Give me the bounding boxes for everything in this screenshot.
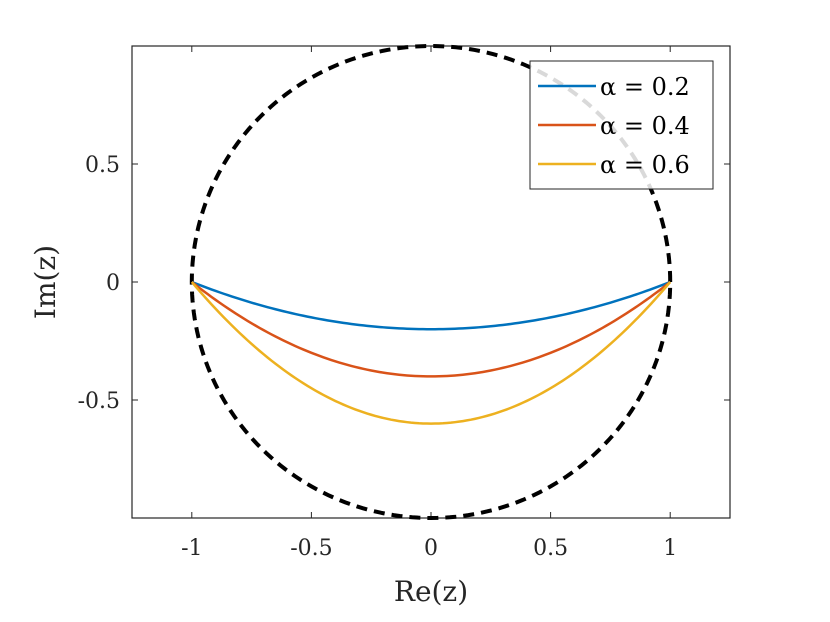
x-axis-label: Re(z) (394, 575, 468, 608)
legend: α = 0.2 α = 0.4 α = 0.6 (529, 60, 714, 190)
axis-ticks (132, 46, 730, 518)
x-tick-label: 0.5 (533, 536, 568, 561)
y-tick-label: 0 (106, 271, 120, 296)
series-line-alpha-0-6 (190, 281, 672, 425)
x-tick-label: 1 (663, 536, 677, 561)
y-axis-label: Im(z) (29, 245, 62, 319)
series-line-alpha-0-4 (191, 281, 671, 378)
y-tick-label: -0.5 (78, 389, 120, 414)
tick-labels: -1 -0.5 0 0.5 1 -0.5 0 0.5 (78, 153, 678, 561)
series-layer (190, 280, 672, 425)
y-tick-label: 0.5 (85, 153, 120, 178)
x-tick-label: 0 (424, 536, 438, 561)
x-tick-label: -0.5 (290, 536, 332, 561)
legend-label: α = 0.4 (600, 112, 690, 140)
legend-label: α = 0.2 (600, 73, 690, 101)
legend-label: α = 0.6 (600, 151, 690, 179)
series-line-alpha-0-2 (191, 280, 671, 331)
x-tick-label: -1 (181, 536, 202, 561)
